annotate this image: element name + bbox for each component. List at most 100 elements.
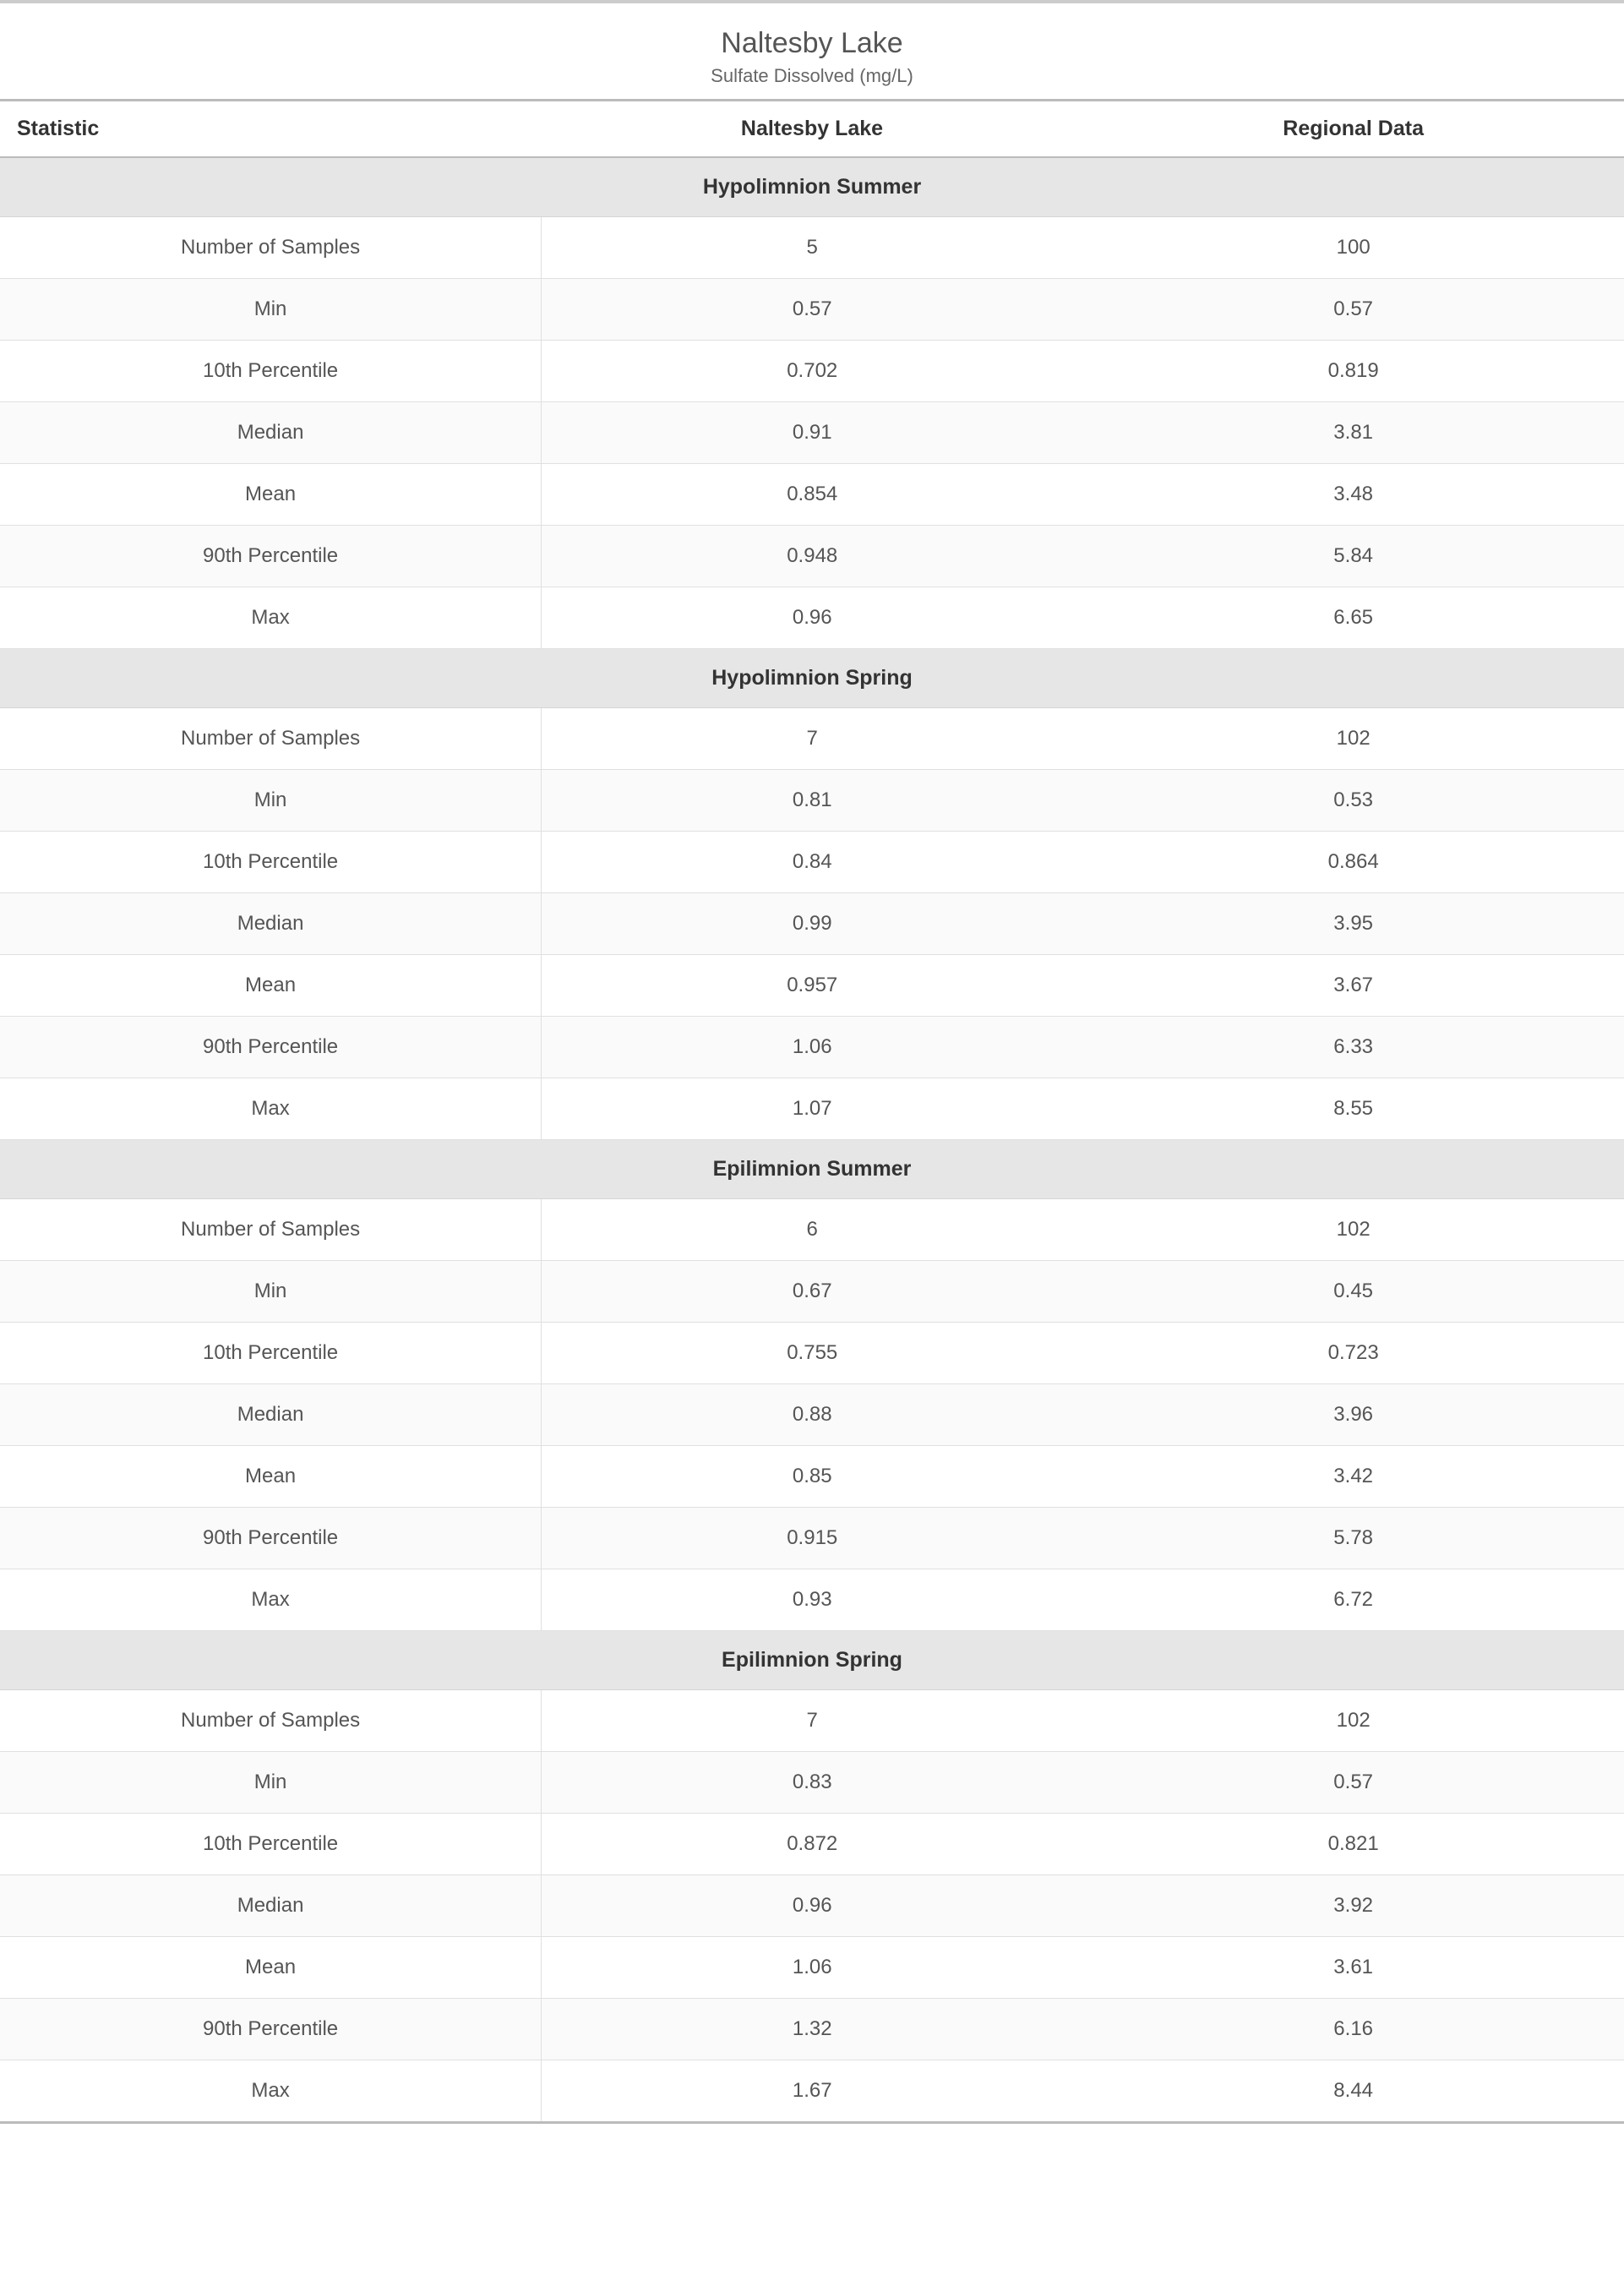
site-value-cell: 0.85 [542,1446,1083,1508]
table-row: Median0.993.95 [0,893,1624,955]
site-value-cell: 6 [542,1199,1083,1261]
site-value-cell: 7 [542,1690,1083,1752]
table-row: Min0.810.53 [0,770,1624,832]
section-header-row: Epilimnion Spring [0,1631,1624,1690]
stat-label-cell: Min [0,279,542,341]
site-value-cell: 0.915 [542,1508,1083,1569]
regional-value-cell: 0.53 [1082,770,1624,832]
report-container: Naltesby Lake Sulfate Dissolved (mg/L) S… [0,0,1624,2124]
stat-label-cell: Number of Samples [0,1690,542,1752]
site-value-cell: 0.88 [542,1384,1083,1446]
regional-value-cell: 0.45 [1082,1261,1624,1323]
stat-label-cell: 90th Percentile [0,1999,542,2060]
regional-value-cell: 0.57 [1082,1752,1624,1814]
stat-label-cell: Number of Samples [0,708,542,770]
regional-value-cell: 5.78 [1082,1508,1624,1569]
regional-value-cell: 3.96 [1082,1384,1624,1446]
section-header-cell: Hypolimnion Summer [0,157,1624,217]
table-row: 10th Percentile0.8720.821 [0,1814,1624,1875]
table-row: Mean0.8543.48 [0,464,1624,526]
site-value-cell: 0.83 [542,1752,1083,1814]
table-row: Median0.963.92 [0,1875,1624,1937]
stat-label-cell: Max [0,1078,542,1140]
stat-label-cell: 90th Percentile [0,526,542,587]
stat-label-cell: Max [0,1569,542,1631]
stat-label-cell: 10th Percentile [0,1323,542,1384]
site-value-cell: 0.93 [542,1569,1083,1631]
regional-value-cell: 8.55 [1082,1078,1624,1140]
table-row: Number of Samples7102 [0,1690,1624,1752]
stat-label-cell: Mean [0,1446,542,1508]
section-header-row: Epilimnion Summer [0,1140,1624,1199]
regional-value-cell: 6.72 [1082,1569,1624,1631]
table-row: Number of Samples6102 [0,1199,1624,1261]
regional-value-cell: 102 [1082,708,1624,770]
table-row: Number of Samples7102 [0,708,1624,770]
regional-value-cell: 3.95 [1082,893,1624,955]
stat-label-cell: Median [0,1875,542,1937]
site-value-cell: 0.81 [542,770,1083,832]
regional-value-cell: 6.33 [1082,1017,1624,1078]
section-header-cell: Hypolimnion Spring [0,649,1624,708]
table-row: Max1.078.55 [0,1078,1624,1140]
stat-label-cell: Min [0,1752,542,1814]
table-row: Min0.830.57 [0,1752,1624,1814]
stat-label-cell: Median [0,402,542,464]
stat-label-cell: Mean [0,955,542,1017]
table-body: Hypolimnion SummerNumber of Samples5100M… [0,157,1624,2123]
col-header-regional: Regional Data [1082,101,1624,158]
regional-value-cell: 3.67 [1082,955,1624,1017]
table-header-row: Statistic Naltesby Lake Regional Data [0,101,1624,158]
site-value-cell: 1.32 [542,1999,1083,2060]
stat-label-cell: Min [0,1261,542,1323]
stat-label-cell: Max [0,587,542,649]
regional-value-cell: 0.821 [1082,1814,1624,1875]
stat-label-cell: 10th Percentile [0,832,542,893]
table-row: 90th Percentile1.066.33 [0,1017,1624,1078]
regional-value-cell: 0.864 [1082,832,1624,893]
table-row: Median0.913.81 [0,402,1624,464]
stat-label-cell: 90th Percentile [0,1017,542,1078]
table-row: 90th Percentile0.9155.78 [0,1508,1624,1569]
site-value-cell: 1.06 [542,1937,1083,1999]
regional-value-cell: 3.48 [1082,464,1624,526]
table-row: Mean1.063.61 [0,1937,1624,1999]
stat-label-cell: Median [0,1384,542,1446]
site-value-cell: 1.67 [542,2060,1083,2123]
col-header-statistic: Statistic [0,101,542,158]
stat-label-cell: Max [0,2060,542,2123]
table-row: Max0.966.65 [0,587,1624,649]
section-header-cell: Epilimnion Summer [0,1140,1624,1199]
col-header-site: Naltesby Lake [542,101,1083,158]
table-row: Max0.936.72 [0,1569,1624,1631]
table-row: Mean0.9573.67 [0,955,1624,1017]
table-row: 10th Percentile0.7020.819 [0,341,1624,402]
stat-label-cell: Min [0,770,542,832]
regional-value-cell: 102 [1082,1690,1624,1752]
stat-label-cell: Number of Samples [0,217,542,279]
page-subtitle: Sulfate Dissolved (mg/L) [0,65,1624,99]
site-value-cell: 0.872 [542,1814,1083,1875]
site-value-cell: 0.96 [542,1875,1083,1937]
table-row: 90th Percentile1.326.16 [0,1999,1624,2060]
regional-value-cell: 3.81 [1082,402,1624,464]
table-row: Min0.670.45 [0,1261,1624,1323]
regional-value-cell: 3.42 [1082,1446,1624,1508]
regional-value-cell: 3.61 [1082,1937,1624,1999]
site-value-cell: 0.99 [542,893,1083,955]
site-value-cell: 1.06 [542,1017,1083,1078]
site-value-cell: 0.67 [542,1261,1083,1323]
stats-table: Statistic Naltesby Lake Regional Data Hy… [0,99,1624,2124]
regional-value-cell: 6.16 [1082,1999,1624,2060]
regional-value-cell: 100 [1082,217,1624,279]
table-row: Min0.570.57 [0,279,1624,341]
section-header-row: Hypolimnion Spring [0,649,1624,708]
table-row: 10th Percentile0.840.864 [0,832,1624,893]
regional-value-cell: 6.65 [1082,587,1624,649]
regional-value-cell: 8.44 [1082,2060,1624,2123]
site-value-cell: 0.702 [542,341,1083,402]
section-header-row: Hypolimnion Summer [0,157,1624,217]
site-value-cell: 1.07 [542,1078,1083,1140]
site-value-cell: 5 [542,217,1083,279]
regional-value-cell: 3.92 [1082,1875,1624,1937]
